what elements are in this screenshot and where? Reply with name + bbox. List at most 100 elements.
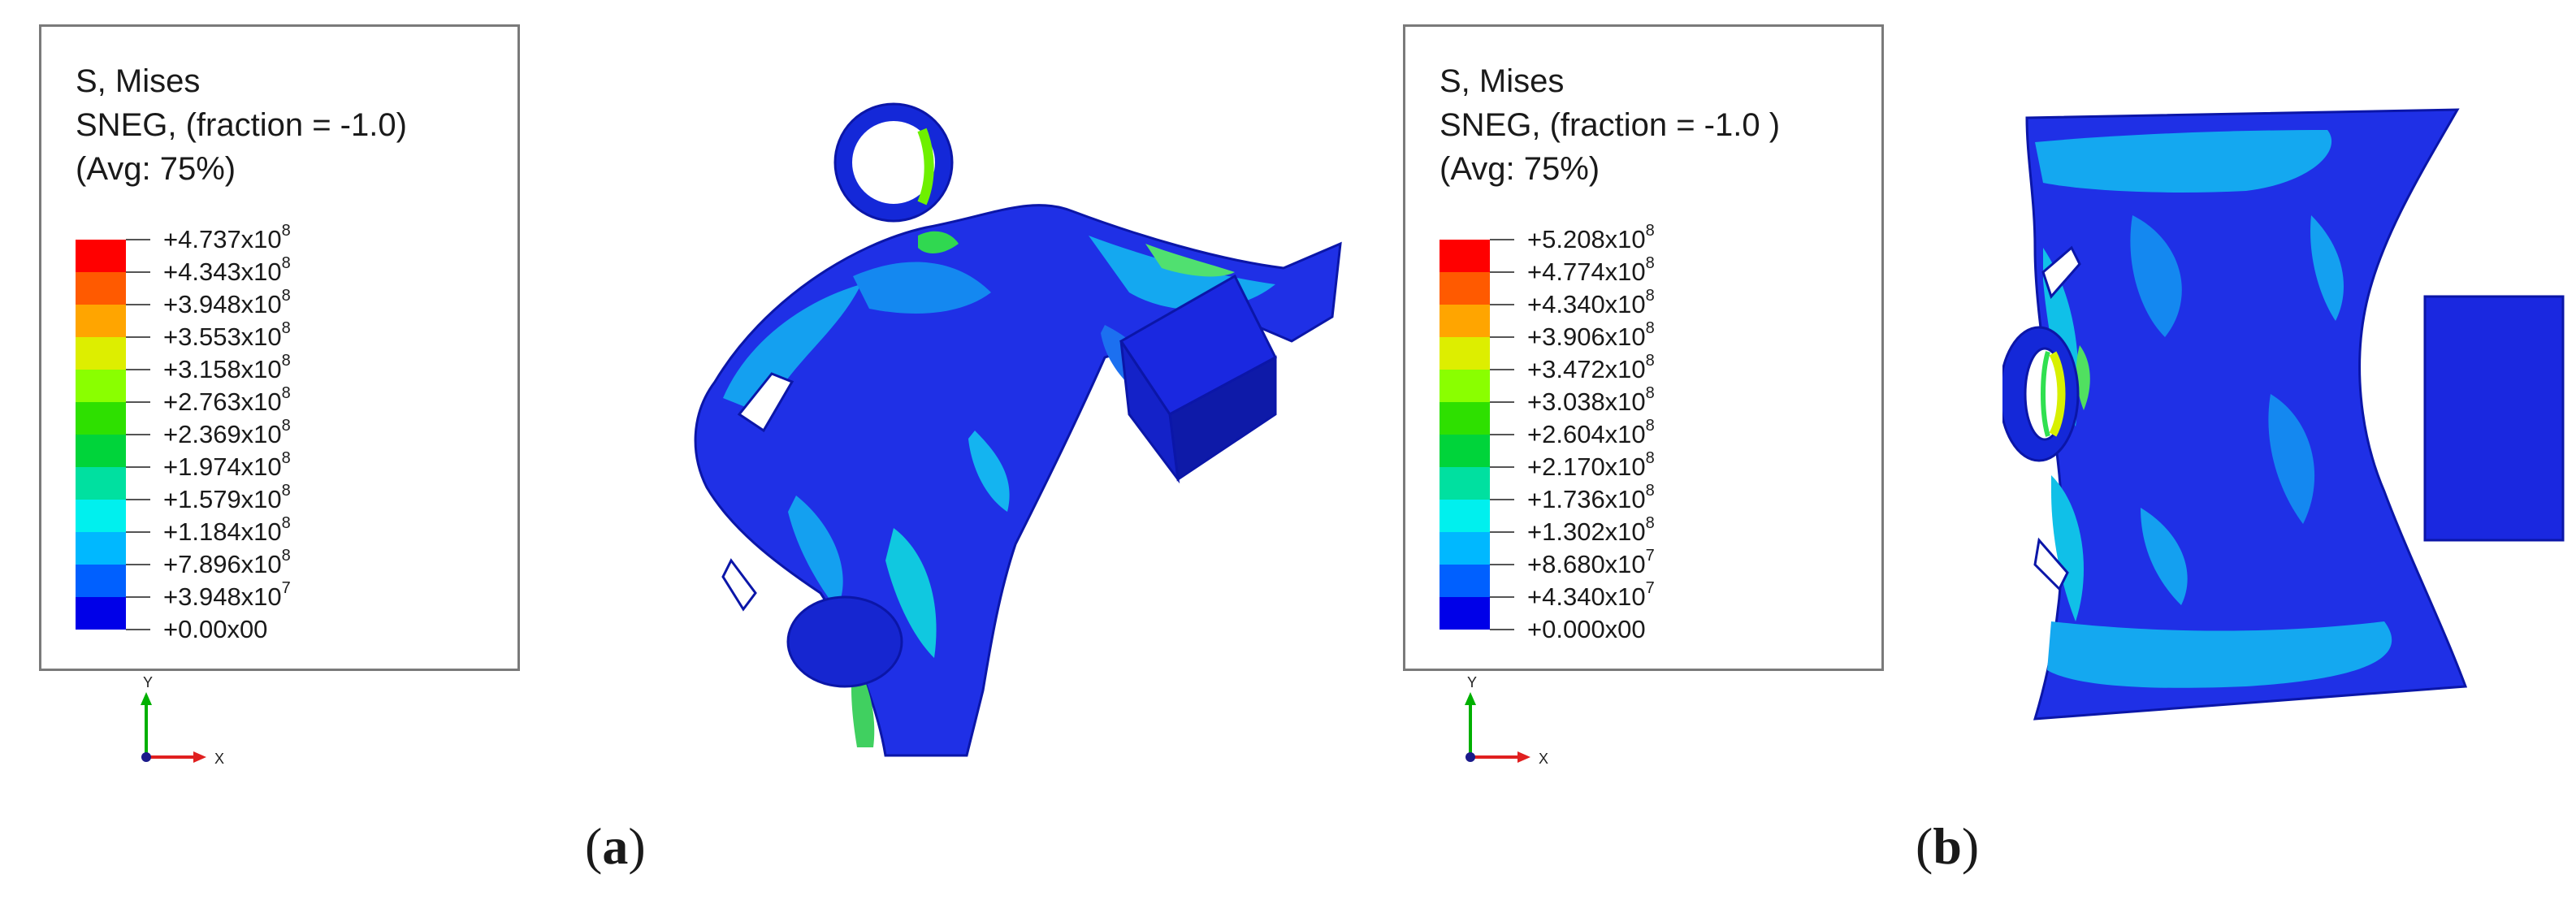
legend-title-averaging: (Avg: 75%) (76, 151, 236, 187)
color-swatch (1440, 597, 1490, 630)
color-swatch (1440, 272, 1490, 305)
color-scale-label: +2.604x108 (1527, 416, 1655, 448)
legend-title-variable: S, Mises (1440, 63, 1565, 99)
color-scale-tick (1490, 564, 1514, 565)
color-scale-label: +4.774x108 (1527, 253, 1655, 286)
triad-x-label: X (1539, 751, 1548, 767)
axis-triad-icon: Y X (1465, 674, 1548, 767)
color-swatch (1440, 467, 1490, 500)
color-swatch (1440, 370, 1490, 402)
color-swatch (76, 402, 126, 435)
panel-a: S, Mises SNEG, (fraction = -1.0) (Avg: 7… (39, 24, 1342, 875)
color-scale-tick (1490, 629, 1514, 630)
color-swatch (76, 467, 126, 500)
fe-model-b (2002, 108, 2565, 721)
color-scale (76, 240, 126, 662)
color-swatch (1440, 435, 1490, 467)
color-scale-label: +0.00x00 (163, 615, 268, 643)
color-scale-tick (126, 336, 150, 338)
color-scale-tick (1490, 596, 1514, 598)
color-scale-label: +3.553x108 (163, 318, 291, 351)
color-scale-label: +4.737x108 (163, 221, 291, 253)
color-scale-tick (1490, 304, 1514, 305)
color-swatch (76, 435, 126, 467)
color-swatch (1440, 402, 1490, 435)
color-scale-tick (126, 629, 150, 630)
color-swatch (76, 565, 126, 597)
color-scale-label: +4.340x108 (1527, 286, 1655, 318)
color-scale-label: +5.208x108 (1527, 221, 1655, 253)
panel-caption: (b) (1916, 817, 1980, 875)
color-scale-tick (1490, 434, 1514, 435)
color-scale-label: +3.948x108 (163, 286, 291, 318)
contour-region (723, 284, 861, 414)
color-swatch (1440, 305, 1490, 337)
color-scale-tick (1490, 401, 1514, 403)
triad-y-label: Y (1467, 674, 1477, 690)
color-swatch (76, 272, 126, 305)
color-scale-tick (126, 434, 150, 435)
color-scale-tick (126, 466, 150, 468)
color-scale-tick (126, 531, 150, 533)
panel-b: S, Mises SNEG, (fraction = -1.0 ) (Avg: … (1381, 0, 2576, 922)
color-scale-label: +3.158x108 (163, 351, 291, 383)
legend-title-averaging: (Avg: 75%) (1440, 151, 1600, 187)
color-scale-tick (1490, 369, 1514, 370)
fe-model-a (694, 102, 1342, 757)
color-swatch (76, 240, 126, 272)
color-scale-ticks (1490, 239, 1522, 662)
color-scale-label: +3.948x107 (163, 578, 291, 611)
color-scale-label: +1.184x108 (163, 513, 291, 546)
contour-legend: S, Mises SNEG, (fraction = -1.0) (Avg: 7… (39, 24, 520, 671)
color-scale-tick (126, 271, 150, 273)
color-swatch (76, 532, 126, 565)
color-scale-label: +7.896x108 (163, 546, 291, 578)
color-scale-tick (126, 239, 150, 240)
color-scale-label: +0.000x00 (1527, 615, 1646, 643)
contour-legend: S, Mises SNEG, (fraction = -1.0 ) (Avg: … (1403, 24, 1884, 671)
color-scale-tick (126, 596, 150, 598)
color-swatch (1440, 337, 1490, 370)
color-scale-tick (126, 401, 150, 403)
color-scale-label: +2.369x108 (163, 416, 291, 448)
color-scale-label: +3.038x108 (1527, 383, 1655, 416)
color-scale-tick (1490, 239, 1514, 240)
color-scale-tick (1490, 271, 1514, 273)
color-scale-label: +3.906x108 (1527, 318, 1655, 351)
color-swatch (1440, 240, 1490, 272)
color-swatch (1440, 500, 1490, 532)
color-swatch (1440, 532, 1490, 565)
color-scale-tick (126, 369, 150, 370)
color-scale-tick (1490, 466, 1514, 468)
color-swatch (76, 305, 126, 337)
color-swatch (1440, 565, 1490, 597)
color-scale-tick (1490, 336, 1514, 338)
color-scale-label: +1.974x108 (163, 448, 291, 481)
color-scale-label: +1.736x108 (1527, 481, 1655, 513)
color-scale-label: +2.763x108 (163, 383, 291, 416)
color-scale-label: +4.343x108 (163, 253, 291, 286)
color-swatch (76, 337, 126, 370)
color-scale-label: +1.579x108 (163, 481, 291, 513)
legend-title-section: SNEG, (fraction = -1.0) (76, 107, 407, 143)
axis-triad-icon: Y X (141, 674, 224, 767)
color-swatch (76, 500, 126, 532)
triad-y-label: Y (143, 674, 153, 690)
legend-title-section: SNEG, (fraction = -1.0 ) (1440, 107, 1781, 143)
color-scale-tick (1490, 499, 1514, 500)
color-scale-label: +4.340x107 (1527, 578, 1655, 611)
color-scale-tick (126, 564, 150, 565)
color-scale-tick (1490, 531, 1514, 533)
color-scale-label: +2.170x108 (1527, 448, 1655, 481)
legend-title-variable: S, Mises (76, 63, 201, 99)
color-scale-ticks (126, 239, 158, 662)
color-scale-label: +8.680x107 (1527, 546, 1655, 578)
color-scale-label: +3.472x108 (1527, 351, 1655, 383)
panel-caption: (a) (585, 817, 646, 875)
color-scale (1440, 240, 1490, 662)
color-scale-label: +1.302x108 (1527, 513, 1655, 546)
color-swatch (76, 370, 126, 402)
color-scale-tick (126, 304, 150, 305)
color-swatch (76, 597, 126, 630)
triad-x-label: X (214, 751, 224, 767)
